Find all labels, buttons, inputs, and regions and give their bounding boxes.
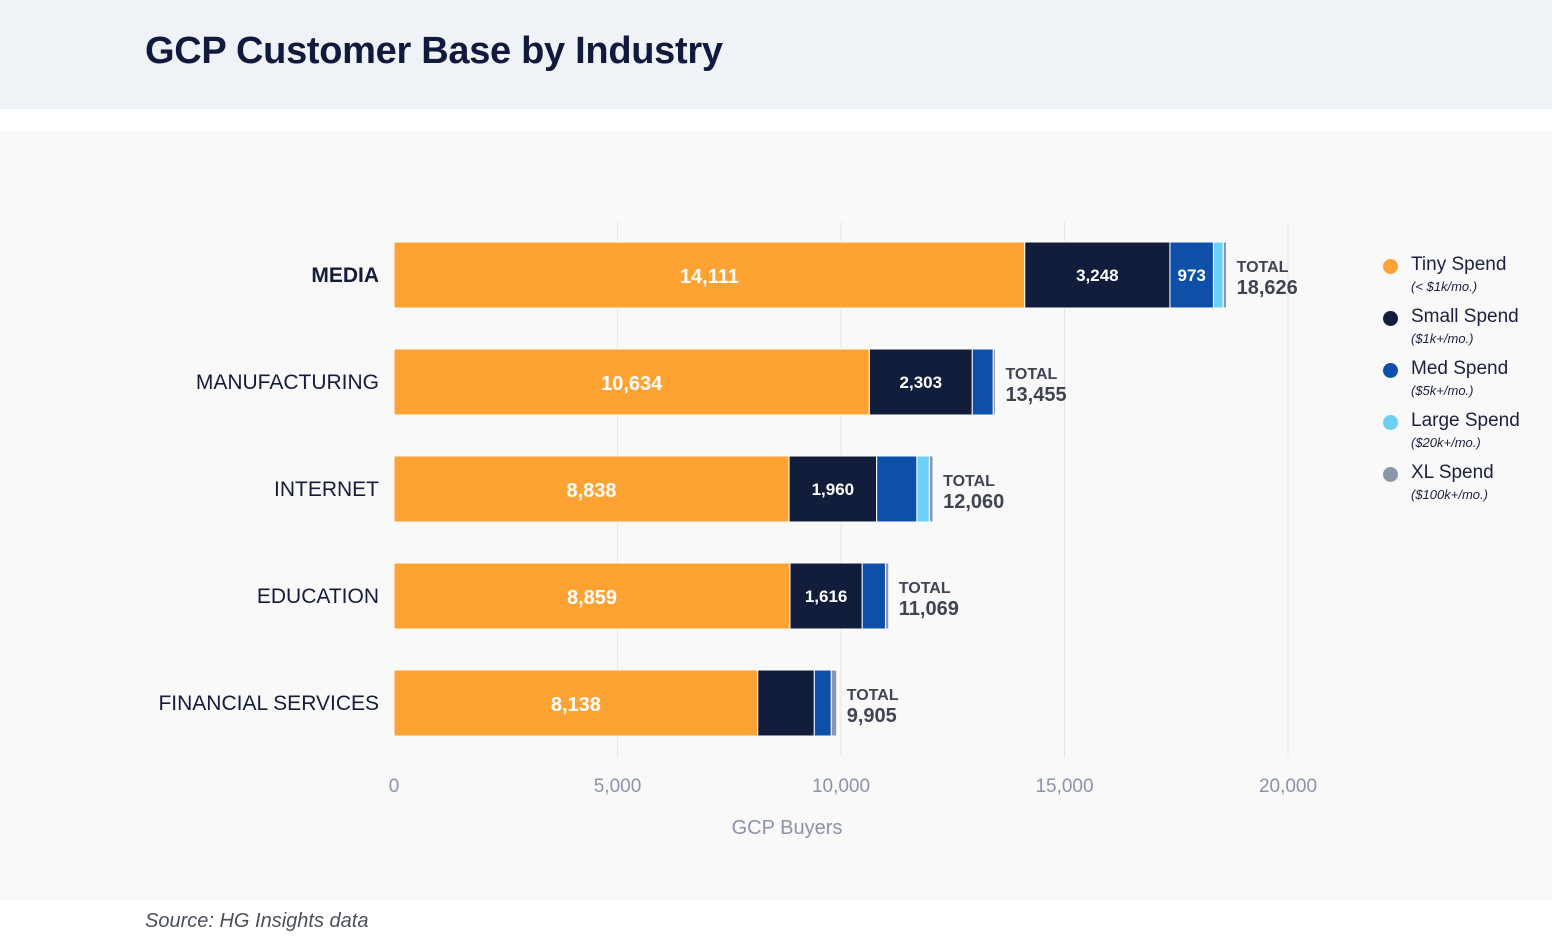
total-caption: TOTAL (1237, 259, 1289, 276)
legend-sublabel: (< $1k/mo.) (1411, 279, 1478, 294)
legend-item-small-spend[interactable]: Small Spend ($1k+/mo.) (1380, 306, 1550, 358)
bar-segment (393, 348, 870, 416)
legend-swatch (1383, 415, 1398, 430)
legend-swatch (1383, 259, 1398, 274)
segment-value-label: 2,303 (900, 373, 943, 392)
segment-value-label: 14,111 (680, 266, 739, 288)
legend-sublabel: ($100k+/mo.) (1411, 487, 1488, 502)
bar-segment (788, 455, 878, 523)
segment-value-label: 8,859 (567, 587, 617, 609)
legend-item-tiny-spend[interactable]: Tiny Spend (< $1k/mo.) (1380, 254, 1550, 306)
segment-value-label: 1,960 (812, 480, 855, 499)
segment-value-label: 973 (1178, 266, 1206, 285)
bar-segment (393, 241, 1026, 309)
total-value: 18,626 (1237, 277, 1298, 299)
legend-swatch (1383, 363, 1398, 378)
x-tick-label: 0 (389, 776, 400, 797)
bar-segment (1024, 241, 1171, 309)
bar-segment (876, 455, 918, 523)
total-caption: TOTAL (899, 580, 951, 597)
segment-value-label: 8,138 (551, 694, 601, 716)
bar-segment (868, 348, 973, 416)
category-label: INTERNET (274, 478, 379, 501)
bar-segment (393, 455, 790, 523)
total-value: 12,060 (943, 491, 1004, 513)
category-label: EDUCATION (257, 585, 379, 608)
bar-segment (1169, 241, 1214, 309)
bar-segment (1222, 241, 1228, 309)
segment-value-label: 10,634 (601, 373, 663, 395)
legend-item-large-spend[interactable]: Large Spend ($20k+/mo.) (1380, 410, 1550, 462)
total-value: 13,455 (1005, 384, 1066, 406)
legend-swatch (1383, 311, 1398, 326)
bar-segment (393, 669, 759, 737)
category-label: MEDIA (311, 264, 379, 287)
bar-segment (1212, 241, 1224, 309)
bar-segment (813, 669, 832, 737)
total-caption: TOTAL (847, 687, 899, 704)
x-axis-title: GCP Buyers (732, 817, 843, 839)
total-value: 9,905 (847, 705, 897, 727)
bar-segment (884, 562, 890, 630)
segment-value-label: 3,248 (1076, 266, 1119, 285)
header-band: GCP Customer Base by Industry (0, 0, 1552, 109)
segment-value-label: 1,616 (805, 587, 848, 606)
x-tick-label: 10,000 (812, 776, 870, 797)
legend: Tiny Spend (< $1k/mo.) Small Spend ($1k+… (1380, 254, 1550, 514)
bar-segment (971, 348, 994, 416)
legend-item-xl-spend[interactable]: XL Spend ($100k+/mo.) (1380, 462, 1550, 514)
bar-segment (830, 669, 838, 737)
bar-segment (992, 348, 996, 416)
legend-label: XL Spend (1411, 462, 1494, 483)
legend-sublabel: ($1k+/mo.) (1411, 331, 1474, 346)
bar-segment (789, 562, 863, 630)
total-value: 11,069 (899, 598, 959, 620)
bar-segment (757, 669, 815, 737)
page-title: GCP Customer Base by Industry (145, 30, 723, 72)
legend-label: Med Spend (1411, 358, 1509, 379)
legend-swatch (1383, 467, 1398, 482)
total-caption: TOTAL (943, 473, 995, 490)
bar-segment (916, 455, 930, 523)
bar-segment (861, 562, 886, 630)
x-tick-label: 15,000 (1035, 776, 1093, 797)
legend-label: Large Spend (1411, 410, 1520, 431)
segment-value-label: 8,838 (566, 480, 616, 502)
legend-label: Tiny Spend (1411, 254, 1507, 275)
x-tick-label: 20,000 (1259, 776, 1317, 797)
legend-sublabel: ($5k+/mo.) (1411, 383, 1474, 398)
legend-label: Small Spend (1411, 306, 1519, 327)
bar-segment (928, 455, 934, 523)
legend-item-med-spend[interactable]: Med Spend ($5k+/mo.) (1380, 358, 1550, 410)
source-note: Source: HG Insights data (145, 910, 369, 932)
legend-sublabel: ($20k+/mo.) (1411, 435, 1481, 450)
category-label: FINANCIAL SERVICES (158, 692, 379, 715)
x-tick-label: 5,000 (594, 776, 642, 797)
category-label: MANUFACTURING (196, 371, 379, 394)
total-caption: TOTAL (1005, 366, 1057, 383)
